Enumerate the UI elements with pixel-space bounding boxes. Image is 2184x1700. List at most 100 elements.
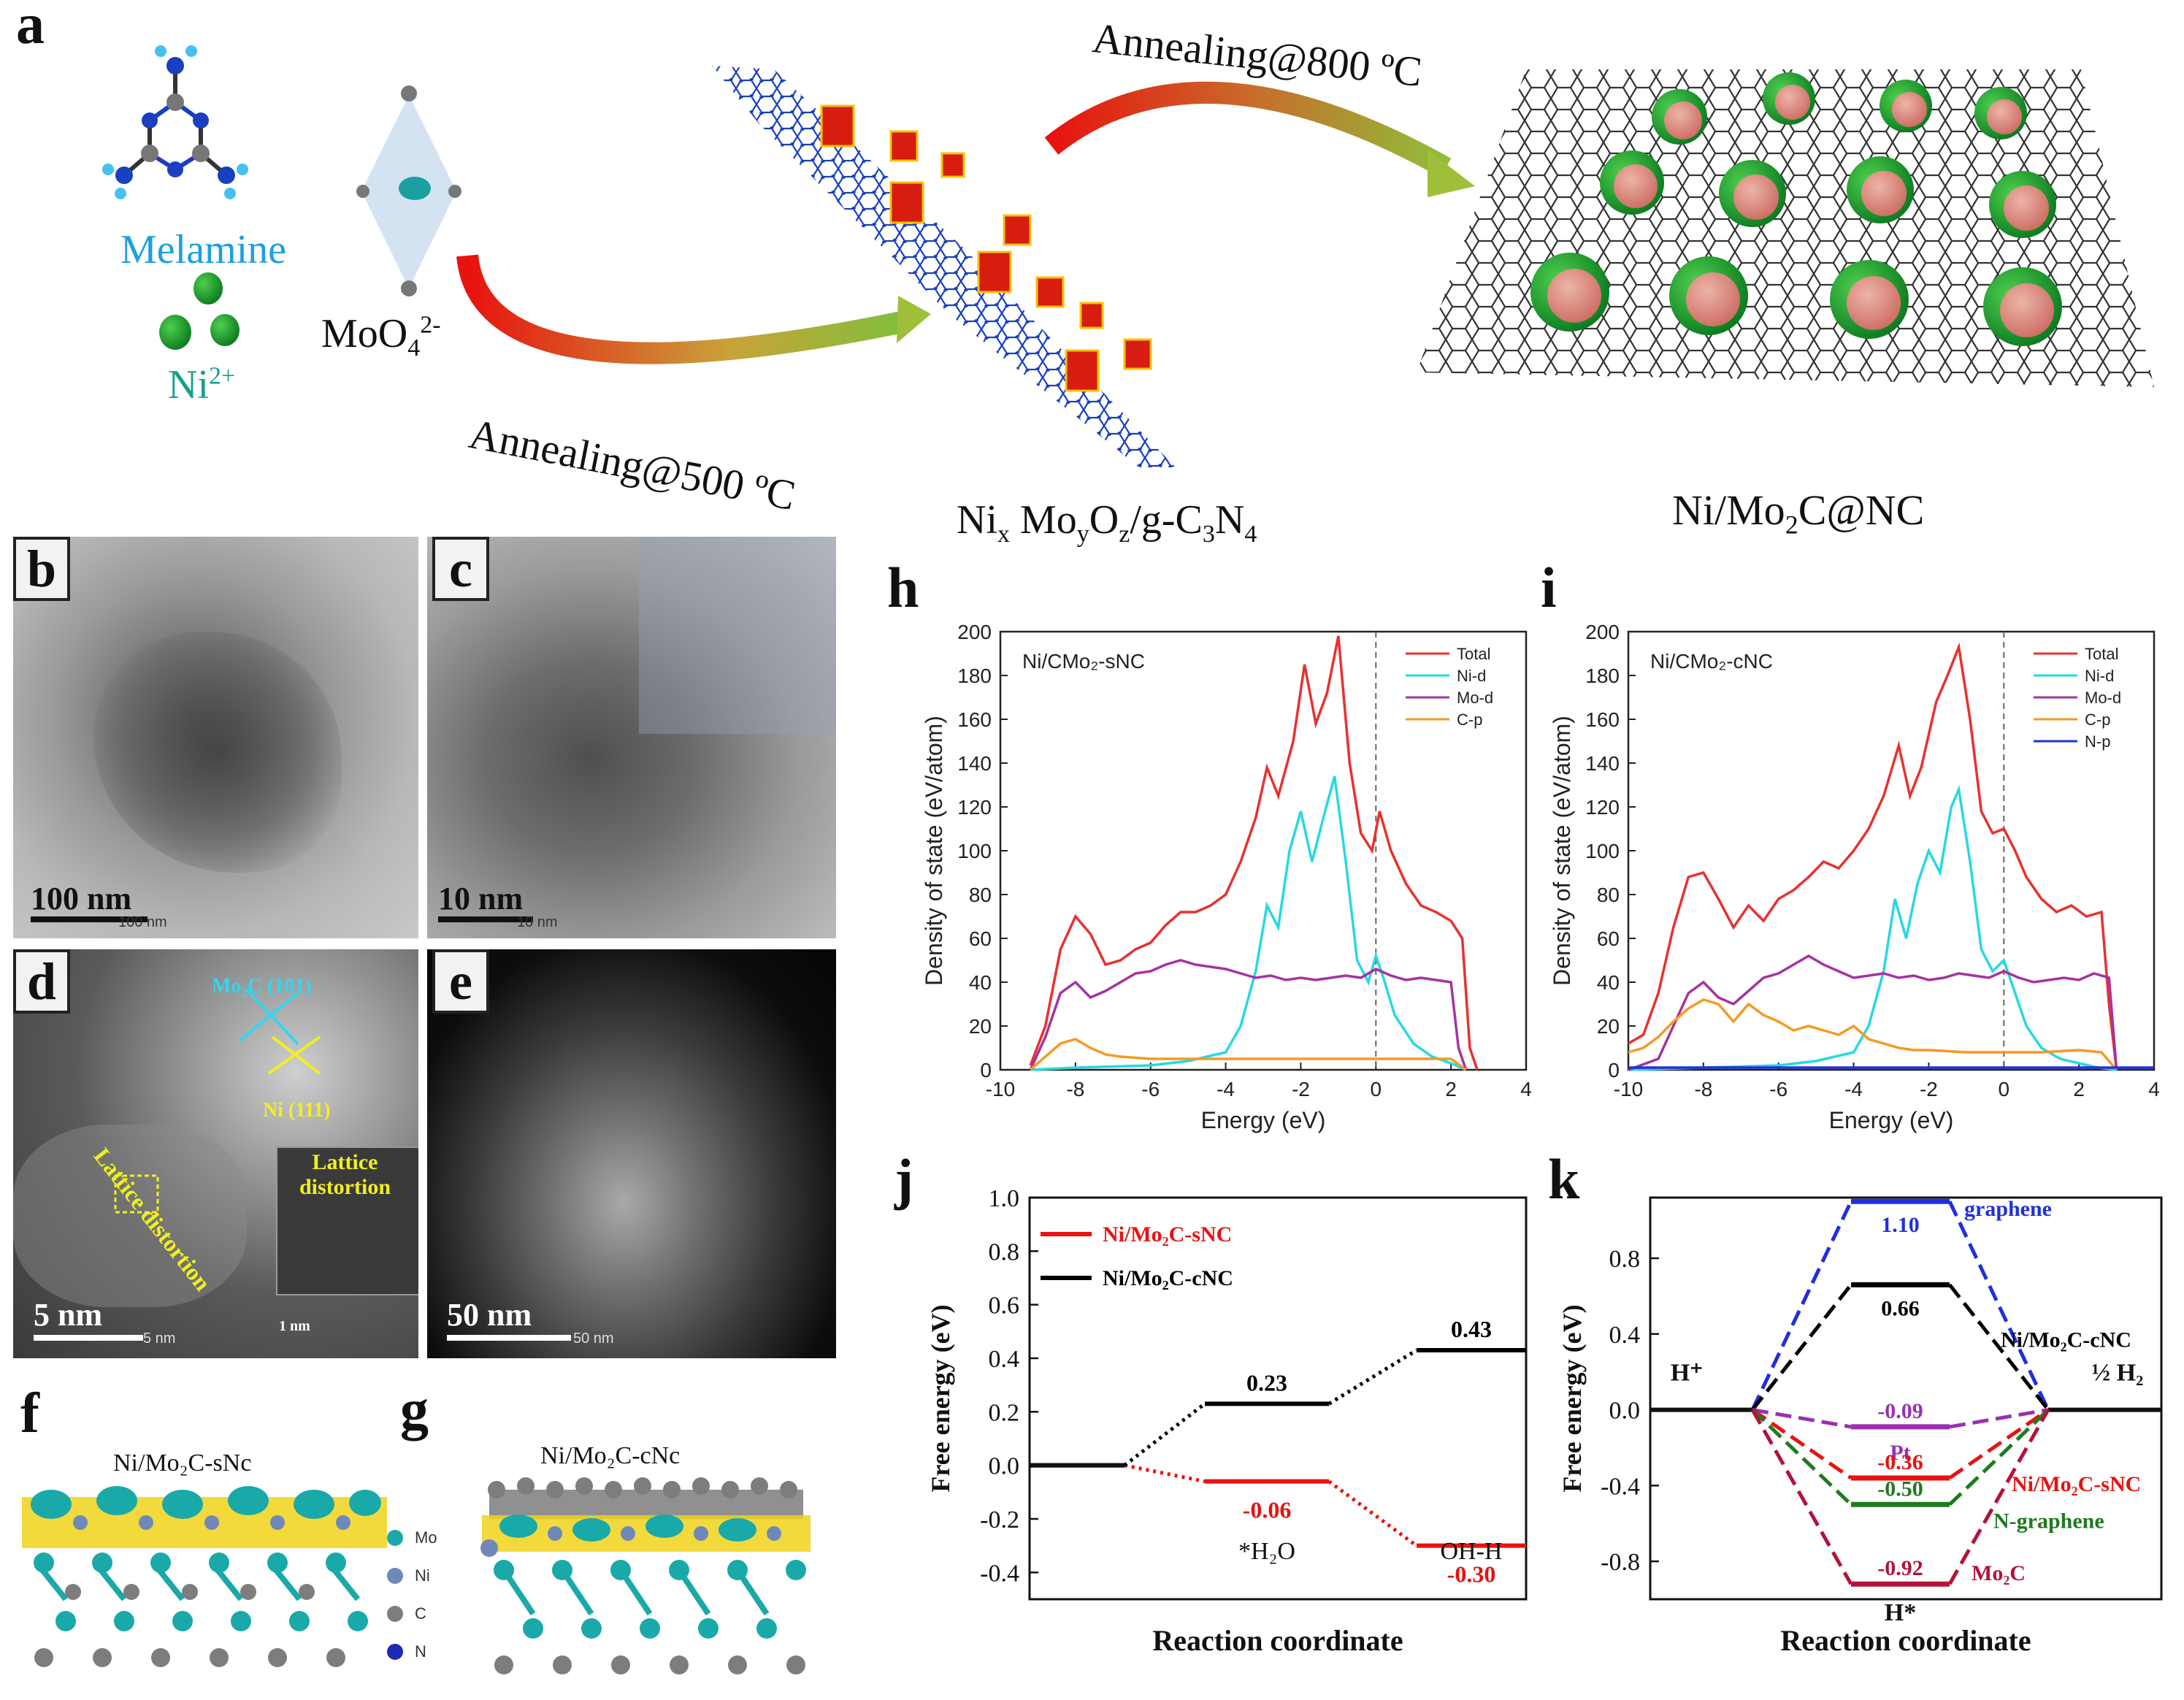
series-name-label: N-graphene [1993,1509,2104,1533]
legend-dot-n [387,1644,403,1660]
panel-letter-h: h [887,556,919,619]
structure-title-g: Ni/Mo₂C-cNc [540,1442,681,1469]
y-tick-label: 0.8 [1609,1246,1641,1273]
y-tick-label: 60 [969,927,992,950]
value-label: -0.36 [1877,1450,1923,1474]
gc3n4-sheet [712,66,1176,467]
legend-label: Total [2085,645,2118,663]
legend-label: Mo-d [1457,689,1493,707]
x-tick-label: -10 [1614,1078,1643,1100]
tem-image-b [13,537,418,938]
legend-item-c: C [387,1595,437,1633]
inset-title: Ni/CMo₂-sNC [1022,650,1145,673]
x-tick-label: -2 [1920,1078,1938,1100]
category-label: *H₂O [1238,1538,1295,1565]
panel-letter-d: d [13,949,70,1014]
y-tick-label: 180 [1585,665,1620,687]
scalebar-label-c: 10 nm [438,881,524,916]
y-tick-label: -0.2 [980,1506,1019,1534]
y-tick-label: -0.4 [980,1560,1019,1587]
plot-frame [1028,1196,1528,1601]
y-tick-label: 200 [957,621,992,643]
legend-label: Ni/Mo₂C-cNC [1103,1266,1233,1290]
y-tick-label: 140 [957,752,992,775]
legend-label: N-p [2085,732,2110,751]
x-tick-label: 4 [1520,1078,1532,1100]
y-tick-label: 120 [1585,796,1620,819]
moo4-label: MoO42- [321,311,441,362]
series-line-c-p [1628,998,2118,1071]
y-tick-label: 0 [1608,1059,1620,1081]
scalebar-label-d: 5 nm [34,1297,103,1333]
connector-1-1 [1123,1402,1206,1467]
series-name-label: Pt [1890,1441,1910,1465]
y-tick-label: -0.4 [1601,1473,1640,1500]
legend-dot-ni [387,1568,403,1584]
series-line-total [1628,642,2118,1071]
category-label: ½ H₂ [2092,1360,2144,1387]
legend-item-ni: Ni [387,1557,437,1595]
category-label: OH-H [1441,1538,1503,1565]
connector-left [1751,1283,1852,1412]
connector-right [1948,1283,2050,1412]
y-tick-label: 20 [969,1015,992,1038]
lattice-markers-d [114,988,321,1214]
panel-a-schematic [102,45,2154,467]
connector-right [1947,1409,2050,1585]
y-tick-label: 100 [1585,840,1620,862]
legend-dot-mo [387,1530,403,1546]
legend-label: Total [1457,645,1490,663]
value-label: -0.50 [1877,1477,1923,1501]
series-name-label: Ni/Mo₂C-cNC [2001,1328,2131,1352]
y-tick-label: 0.2 [989,1399,1020,1426]
x-tick-label: -4 [1844,1078,1863,1100]
series-line-c-p [1029,1038,1467,1071]
scalebar-e [447,1335,571,1341]
inset-scale-d: 1 nm [279,1318,310,1334]
structure-g [480,1477,811,1674]
y-tick-label: 20 [1597,1015,1620,1038]
value-label: 0.66 [1881,1296,1920,1320]
series-line-ni-d [1030,776,1467,1071]
y-tick-label: 80 [1597,884,1620,906]
scalebar-small-b: 100 nm [118,914,167,930]
data-label: 0.23 [1246,1369,1287,1395]
legend-label: C-p [2085,711,2110,729]
series-name-label: graphene [1964,1197,2052,1221]
y-axis-label: Free energy (eV) [1557,1304,1587,1492]
y-axis-label: Density of state (eV/atom) [1549,716,1575,986]
y-tick-label: 200 [1585,621,1620,643]
legend-item-n: N [387,1633,437,1671]
tem-image-d [13,949,418,1358]
panel-letter-b: b [13,537,70,601]
scalebar-b [31,916,147,922]
inset-distortion-label: Lattice distortion [299,1150,391,1200]
y-tick-label: 160 [957,708,992,731]
y-tick-label: 120 [957,796,992,819]
x-tick-label: -10 [986,1078,1015,1100]
connector-left [1752,1408,1852,1429]
y-tick-label: 0.8 [989,1238,1020,1266]
x-tick-label: 2 [2073,1078,2085,1100]
mo2c-label: Mo₂C (101) [212,975,312,998]
structure-title-f: Ni/Mo₂C-sNc [113,1450,252,1477]
moo4-structure [356,85,461,296]
tem-image-c [427,537,836,938]
x-tick-label: -8 [1066,1078,1084,1100]
y-tick-label: 0.4 [989,1346,1020,1373]
panel-letter-k: k [1548,1147,1580,1211]
value-label: -0.92 [1877,1556,1923,1580]
connector-right [1947,1201,2050,1411]
panel-letter-i: i [1541,556,1557,619]
connector-0-2 [1327,1479,1418,1547]
connector-left [1751,1408,1852,1480]
x-tick-label: -8 [1694,1078,1712,1100]
inset-distortion-line2: distortion [299,1175,391,1199]
y-tick-label: 40 [1597,971,1620,994]
panel-letter-c: c [432,537,489,601]
data-label: 0.43 [1451,1316,1492,1342]
scalebar-small-e: 50 nm [573,1330,614,1347]
x-axis-label: Reaction coordinate [1152,1624,1403,1657]
inset-distortion-line1: Lattice [312,1150,378,1174]
scalebar-small-c: 10 nm [517,914,558,930]
